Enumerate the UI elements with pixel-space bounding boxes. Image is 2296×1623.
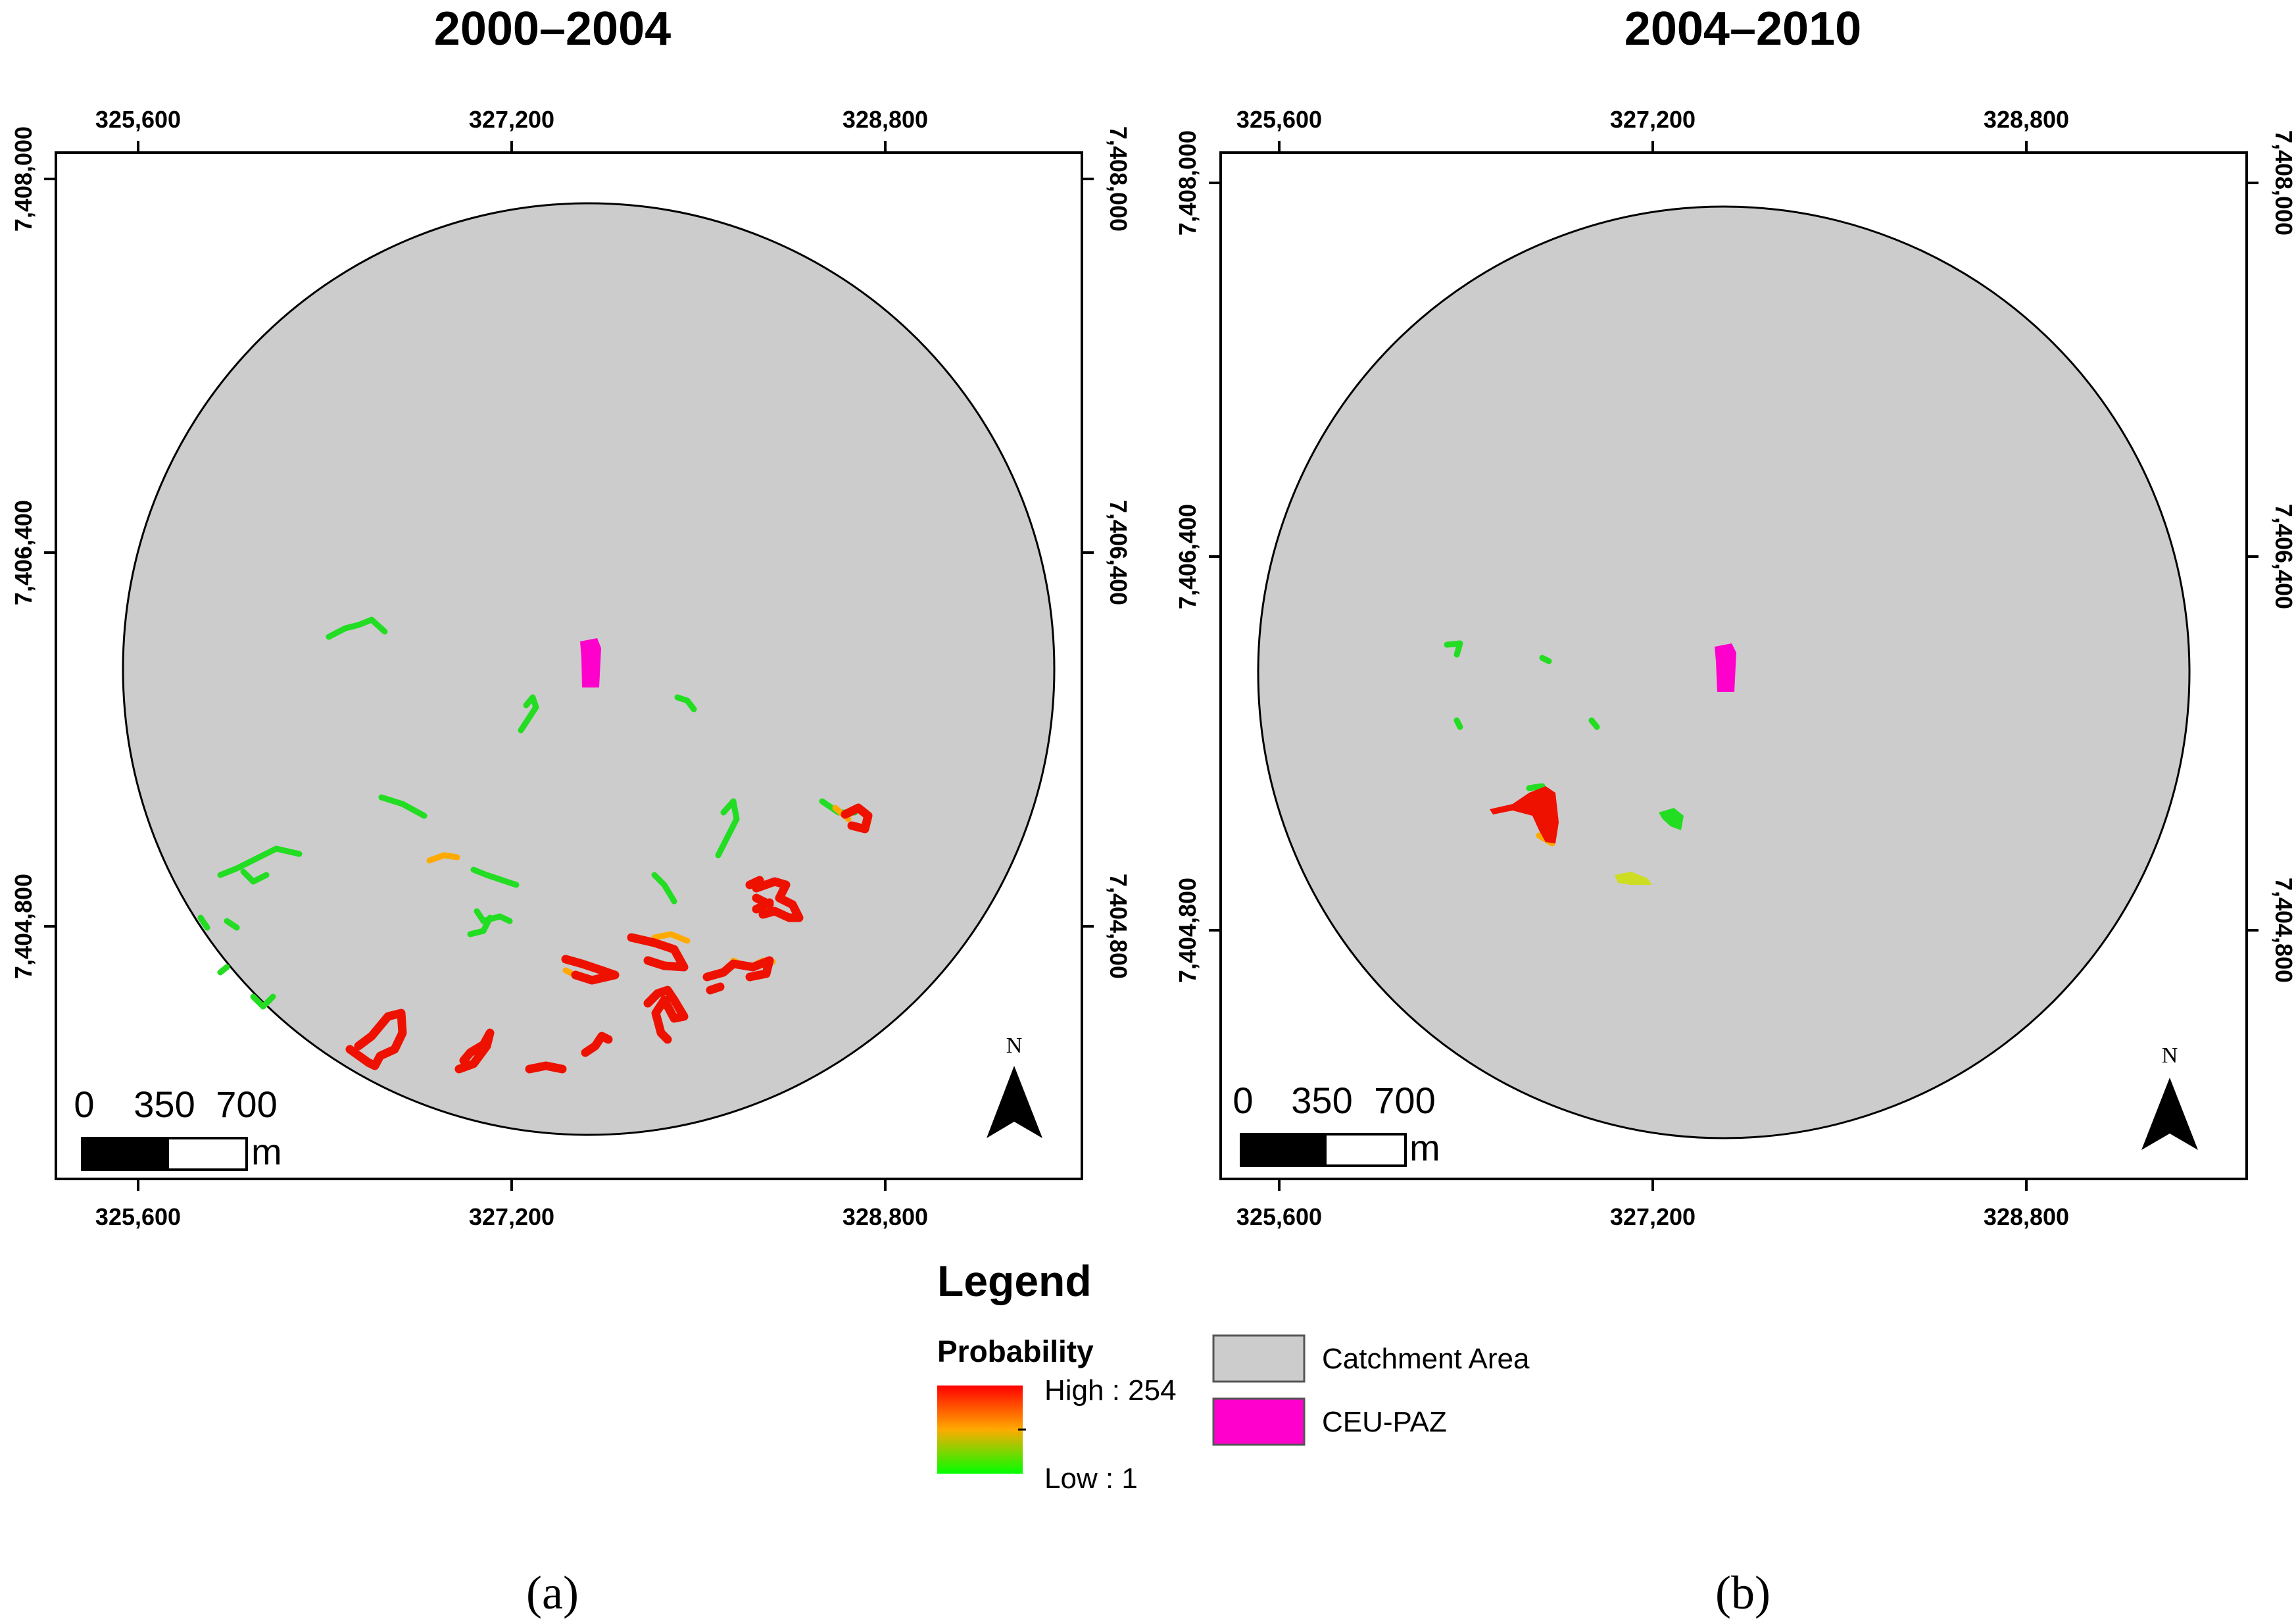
panel-a-y-tick-left: 7,404,800 xyxy=(10,874,37,979)
panel-b-x-tick-bottom: 325,600 xyxy=(1236,1203,1322,1230)
panel-a-ceu-paz xyxy=(580,638,601,687)
panel-b-north-label: N xyxy=(2162,1043,2178,1068)
panel-a-low-prob-patches xyxy=(197,616,858,1010)
panel-a-label: (a) xyxy=(526,1566,579,1619)
legend-title: Legend xyxy=(937,1257,1092,1305)
panel-a-x-tick-top: 327,200 xyxy=(469,106,554,133)
panel-b-x-tick-bottom: 327,200 xyxy=(1610,1203,1696,1230)
panel-a-scale-bar xyxy=(81,1137,248,1171)
panel-b-y-tick-right: 7,408,000 xyxy=(2270,130,2296,236)
panel-a-x-tick-bottom: 327,200 xyxy=(469,1203,554,1230)
panel-a-high-prob-patches xyxy=(345,803,873,1074)
panel-a-north-label: N xyxy=(1006,1034,1023,1058)
panel-b-y-tick-left: 7,406,400 xyxy=(1174,504,1201,609)
panel-a-scale-label: 350 xyxy=(134,1084,195,1125)
panel-b: 2004–2010 325,600 327,200 328,800 325,60… xyxy=(1174,3,2296,1619)
panel-b-low-prob-patches xyxy=(1444,640,1600,791)
legend-high-label: High : 254 xyxy=(1044,1374,1177,1407)
panel-b-scale-label: 0 xyxy=(1233,1080,1253,1121)
panel-b-scale-label: 700 xyxy=(1374,1080,1435,1121)
legend-probability-title: Probability xyxy=(937,1334,1094,1368)
panel-b-x-tick-top: 325,600 xyxy=(1236,106,1322,133)
panel-a-scale-label: 700 xyxy=(216,1084,277,1125)
panel-a-x-tick-bottom: 325,600 xyxy=(95,1203,181,1230)
panel-b-x-tick-top: 328,800 xyxy=(1984,106,2069,133)
panel-b-y-tick-left: 7,404,800 xyxy=(1174,878,1201,983)
panel-a-y-tick-right: 7,408,000 xyxy=(1105,126,1132,232)
panel-a-y-tick-right: 7,404,800 xyxy=(1105,874,1132,979)
panel-b-title: 2004–2010 xyxy=(1624,3,1861,55)
panel-b-y-tick-right: 7,406,400 xyxy=(2270,504,2296,609)
panel-a-y-tick-left: 7,408,000 xyxy=(10,126,37,232)
panel-b-scale-label: 350 xyxy=(1291,1080,1352,1121)
panel-a: 2000–2004 325,600 327,200 328,800 325,60… xyxy=(10,3,1132,1619)
panel-b-x-tick-top: 327,200 xyxy=(1610,106,1696,133)
legend-probability-ramp xyxy=(937,1386,1023,1474)
panel-b-north-arrow-icon xyxy=(2141,1078,2198,1150)
panel-a-x-tick-top: 325,600 xyxy=(95,106,181,133)
panel-a-scale-label: 0 xyxy=(74,1084,94,1125)
legend-ceu-paz-label: CEU-PAZ xyxy=(1322,1406,1447,1438)
panel-b-low-prob-patch xyxy=(1659,808,1684,830)
panel-a-y-tick-right: 7,406,400 xyxy=(1105,500,1132,605)
panel-b-x-tick-bottom: 328,800 xyxy=(1984,1203,2069,1230)
panel-a-y-tick-left: 7,406,400 xyxy=(10,500,37,605)
panel-b-label: (b) xyxy=(1715,1566,1771,1619)
legend: Legend Probability High : 254 Low : 1 Ca… xyxy=(937,1257,1530,1495)
legend-catchment-label: Catchment Area xyxy=(1322,1343,1530,1375)
panel-b-y-tick-left: 7,408,000 xyxy=(1174,130,1201,236)
panel-a-scale-unit: m xyxy=(251,1131,282,1172)
panel-b-tick-marks xyxy=(1209,141,2259,1191)
legend-catchment-swatch xyxy=(1212,1334,1306,1383)
legend-ceu-paz-swatch xyxy=(1212,1397,1306,1446)
panel-a-x-tick-bottom: 328,800 xyxy=(843,1203,928,1230)
panel-a-x-tick-top: 328,800 xyxy=(843,106,928,133)
panel-b-ceu-paz xyxy=(1715,643,1736,692)
panel-b-mid-prob-patch xyxy=(1615,872,1652,885)
panel-b-y-tick-right: 7,404,800 xyxy=(2270,878,2296,983)
panel-b-scale-unit: m xyxy=(1409,1127,1440,1168)
panel-a-tick-marks xyxy=(44,141,1094,1191)
panel-b-high-prob-patch xyxy=(1490,786,1559,843)
panel-a-north-arrow-icon xyxy=(987,1066,1042,1138)
panel-b-scale-bar xyxy=(1240,1133,1407,1167)
legend-low-label: Low : 1 xyxy=(1044,1462,1138,1495)
panel-a-title: 2000–2004 xyxy=(434,3,671,55)
